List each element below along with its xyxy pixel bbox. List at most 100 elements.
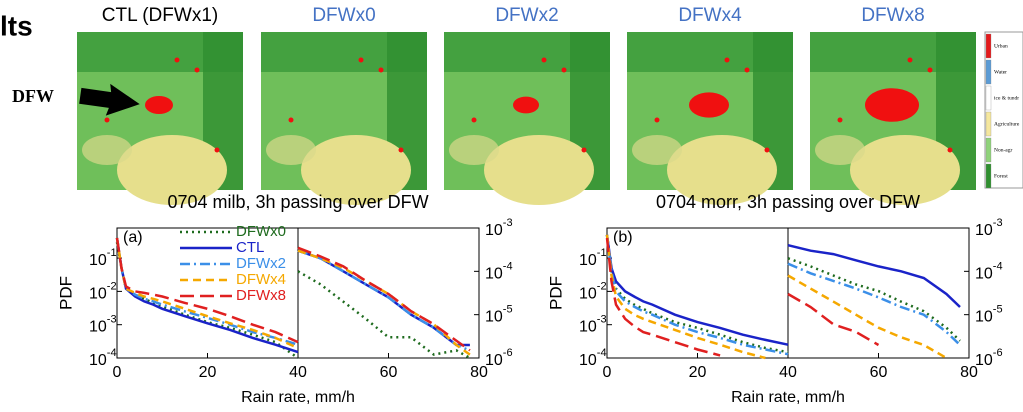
series-line	[298, 251, 470, 355]
y-tick-base: 10	[485, 222, 503, 239]
y-tick-label: 10-5	[485, 304, 513, 326]
map-agriculture	[632, 135, 682, 165]
y-axis-label: PDF	[546, 276, 565, 310]
map-town	[472, 118, 477, 123]
y-tick-base: 10	[485, 266, 503, 283]
legend-label: DFWx8	[236, 287, 286, 304]
series-line	[298, 271, 470, 358]
series-line	[607, 235, 788, 352]
y-tick-exponent: -3	[107, 314, 117, 326]
x-tick-label: 60	[380, 364, 398, 381]
x-tick-label: 40	[289, 364, 307, 381]
maps: CTL (DFWx1) DFWx0 DFWx2 DFWx4 DFWx8	[77, 5, 976, 205]
x-tick-label: 20	[689, 364, 707, 381]
legend-label: DFWx0	[236, 223, 286, 240]
y-tick-base: 10	[975, 309, 993, 326]
y-tick-base: 10	[485, 352, 503, 369]
map-urban	[865, 88, 919, 122]
series-line	[607, 235, 788, 345]
x-tick-label: 20	[199, 364, 217, 381]
y-tick-exponent: -1	[107, 247, 117, 259]
map-agriculture	[484, 135, 594, 205]
map-town	[765, 148, 770, 153]
x-axis-label: Rain rate, mm/h	[241, 389, 355, 406]
y-tick-exponent: -4	[597, 347, 607, 359]
series-line	[607, 235, 765, 358]
map-town	[215, 148, 220, 153]
x-axis-label: Rain rate, mm/h	[731, 389, 845, 406]
y-tick-exponent: -5	[993, 304, 1003, 316]
map-agriculture	[815, 135, 865, 165]
y-tick-exponent: -2	[597, 280, 607, 292]
y-tick-base: 10	[579, 319, 597, 336]
y-tick-base: 10	[975, 352, 993, 369]
y-tick-base: 10	[579, 252, 597, 269]
map-title: DFWx0	[312, 5, 375, 26]
map-agriculture	[266, 135, 316, 165]
legend-swatch	[986, 60, 991, 84]
x-tick-label: 0	[113, 364, 122, 381]
map-title: DFWx4	[678, 5, 742, 26]
y-tick-base: 10	[975, 222, 993, 239]
map-town	[562, 68, 567, 73]
y-tick-exponent: -1	[597, 247, 607, 259]
y-tick-exponent: -4	[107, 347, 117, 359]
legend-label: Agriculture	[994, 121, 1020, 127]
y-tick-label: 10-2	[579, 280, 607, 302]
legend-swatch	[986, 86, 991, 110]
series-line	[607, 235, 788, 354]
y-tick-base: 10	[579, 352, 597, 369]
y-tick-exponent: -3	[993, 217, 1003, 229]
legend-label: Urban	[994, 43, 1008, 49]
y-tick-base: 10	[975, 266, 993, 283]
y-tick-exponent: -3	[503, 217, 513, 229]
map-town	[928, 68, 933, 73]
legend-label: Non-agr	[994, 147, 1012, 153]
y-tick-exponent: -6	[503, 347, 513, 359]
chart-title: 0704 milb, 3h passing over DFW	[167, 192, 428, 212]
chart-title: 0704 morr, 3h passing over DFW	[656, 192, 920, 212]
land-legend: UrbanWaterice & tundrAgricultureNon-agrF…	[985, 32, 1023, 188]
legend-swatch	[986, 138, 991, 162]
slide-title-fragment: lts	[0, 10, 33, 41]
x-tick-label: 60	[870, 364, 888, 381]
arrow-label: DFW	[12, 86, 54, 106]
y-tick-exponent: -4	[993, 260, 1003, 272]
y-tick-exponent: -6	[993, 347, 1003, 359]
series-line	[298, 251, 470, 351]
y-tick-label: 10-3	[89, 314, 117, 336]
series-line	[788, 264, 960, 345]
y-tick-exponent: -2	[107, 280, 117, 292]
y-tick-base: 10	[89, 319, 107, 336]
y-tick-label: 10-2	[89, 280, 117, 302]
x-tick-label: 0	[603, 364, 612, 381]
y-axis-label: PDF	[56, 276, 75, 310]
x-tick-label: 40	[779, 364, 797, 381]
y-tick-label: 10-4	[975, 260, 1003, 282]
panel-label: (b)	[613, 229, 633, 246]
map-title: DFWx2	[495, 5, 558, 26]
panel-label: (a)	[123, 229, 143, 246]
y-tick-label: 10-6	[485, 347, 513, 369]
y-tick-label: 10-3	[975, 217, 1003, 239]
map-town	[838, 118, 843, 123]
legend-label: DFWx2	[236, 255, 286, 272]
map-town	[399, 148, 404, 153]
map-title: CTL (DFWx1)	[102, 5, 218, 26]
y-tick-base: 10	[89, 252, 107, 269]
map-town	[195, 68, 200, 73]
legend-swatch	[986, 112, 991, 136]
map-town	[542, 58, 547, 63]
map-urban	[689, 92, 729, 117]
map-town	[289, 118, 294, 123]
map-town	[175, 58, 180, 63]
map-town	[359, 58, 364, 63]
map-title: DFWx8	[861, 5, 924, 26]
y-tick-label: 10-3	[579, 314, 607, 336]
map-town	[948, 148, 953, 153]
y-tick-label: 10-1	[89, 247, 117, 269]
map-town	[908, 58, 913, 63]
y-tick-base: 10	[579, 286, 597, 303]
y-tick-base: 10	[485, 309, 503, 326]
map-agriculture	[449, 135, 499, 165]
